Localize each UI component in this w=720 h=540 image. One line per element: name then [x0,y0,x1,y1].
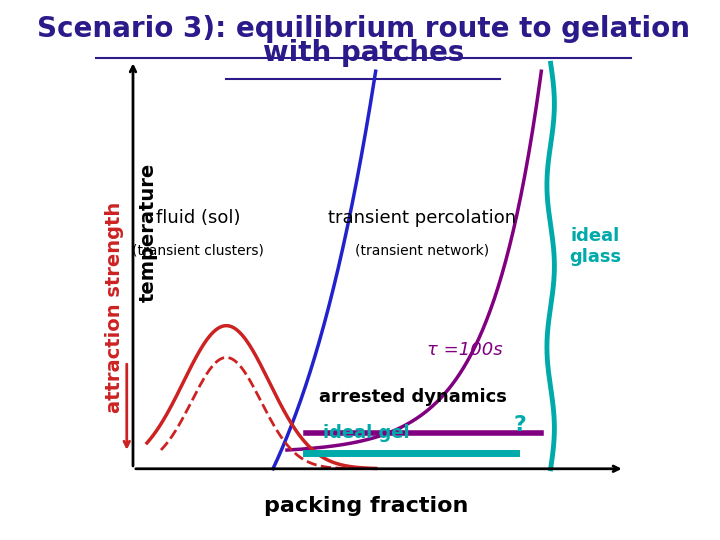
Text: arrested dynamics: arrested dynamics [319,388,507,406]
Text: transient percolation: transient percolation [328,210,516,227]
Text: ideal
glass: ideal glass [570,227,621,266]
Text: ?: ? [514,415,527,435]
Text: temperature: temperature [139,163,158,302]
Text: attraction strength: attraction strength [105,202,124,413]
Text: ideal gel: ideal gel [323,424,410,442]
Text: (transient clusters): (transient clusters) [132,243,264,257]
Text: τ =100s: τ =100s [427,341,503,359]
Text: (transient network): (transient network) [355,243,490,257]
Text: with patches: with patches [263,39,464,67]
Text: fluid (sol): fluid (sol) [156,210,240,227]
Text: Scenario 3): equilibrium route to gelation: Scenario 3): equilibrium route to gelati… [37,15,690,43]
Text: packing fraction: packing fraction [264,496,469,516]
